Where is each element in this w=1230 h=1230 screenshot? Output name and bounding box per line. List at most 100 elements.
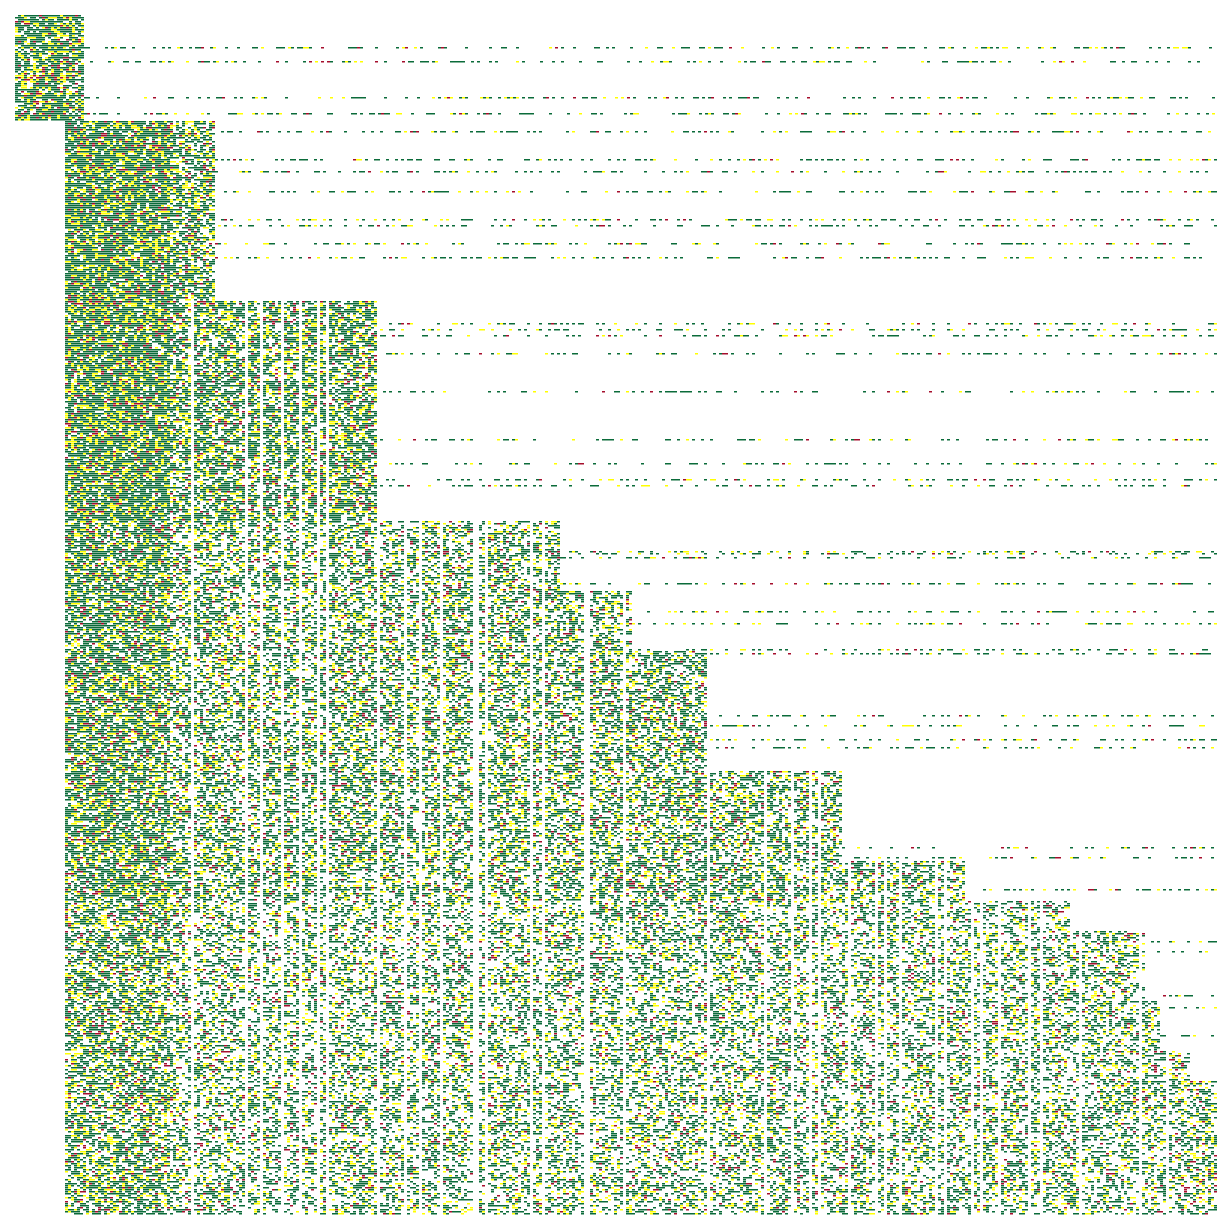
matrix-row xyxy=(113,933,1139,935)
matrix-row xyxy=(110,269,113,271)
matrix-row xyxy=(83,453,353,455)
matrix-row xyxy=(68,179,215,181)
matrix-row xyxy=(18,109,84,111)
matrix-row xyxy=(71,485,1184,487)
matrix-row xyxy=(65,359,371,361)
matrix-row xyxy=(48,89,69,91)
matrix-row xyxy=(71,139,143,141)
matrix-row xyxy=(68,557,1211,559)
matrix-row xyxy=(80,683,704,685)
matrix-row xyxy=(74,657,584,659)
matrix-row xyxy=(68,585,542,587)
matrix-row xyxy=(65,327,374,329)
matrix-row xyxy=(80,729,680,731)
matrix-row xyxy=(74,349,344,351)
matrix-row xyxy=(89,455,371,457)
matrix-row xyxy=(65,351,365,353)
matrix-row xyxy=(71,805,836,807)
matrix-row xyxy=(89,755,701,757)
matrix-row xyxy=(65,281,200,283)
matrix-row xyxy=(68,413,377,415)
matrix-row xyxy=(68,1083,1208,1085)
matrix-row xyxy=(161,913,1052,915)
matrix-row xyxy=(21,45,84,47)
matrix-row xyxy=(80,761,614,763)
matrix-row xyxy=(65,1145,1217,1147)
matrix-row xyxy=(74,555,560,557)
matrix-row xyxy=(65,839,833,841)
matrix-row xyxy=(83,479,1208,481)
matrix-row xyxy=(68,177,215,179)
matrix-row xyxy=(65,177,212,179)
matrix-row xyxy=(65,239,209,241)
matrix-row xyxy=(92,319,296,321)
matrix-row xyxy=(80,961,1118,963)
matrix-row xyxy=(65,1049,1157,1051)
matrix-row xyxy=(68,417,374,419)
matrix-row xyxy=(65,765,707,767)
matrix-row xyxy=(65,859,839,861)
matrix-row xyxy=(71,589,557,591)
matrix-row xyxy=(68,729,701,731)
matrix-row xyxy=(125,1043,1151,1045)
matrix-row xyxy=(71,265,194,267)
matrix-row xyxy=(68,1089,1211,1091)
matrix-row xyxy=(68,959,1127,961)
matrix-row xyxy=(71,399,374,401)
matrix-row xyxy=(68,463,1217,465)
matrix-row xyxy=(83,517,287,519)
matrix-row xyxy=(71,871,845,873)
matrix-row xyxy=(65,375,350,377)
matrix-row xyxy=(98,793,764,795)
matrix-row xyxy=(77,373,377,375)
matrix-row xyxy=(74,687,701,689)
matrix-row xyxy=(24,59,81,61)
matrix-row xyxy=(65,251,215,253)
matrix-row xyxy=(65,811,842,813)
matrix-row xyxy=(95,527,548,529)
matrix-row xyxy=(65,319,374,321)
matrix-row xyxy=(68,547,554,549)
matrix-row xyxy=(74,407,374,409)
matrix-row xyxy=(77,353,1181,355)
matrix-row xyxy=(77,747,1214,749)
matrix-row xyxy=(15,93,84,95)
matrix-row xyxy=(68,803,842,805)
matrix-row xyxy=(74,245,212,247)
matrix-row xyxy=(65,679,692,681)
matrix-row xyxy=(65,615,623,617)
matrix-row xyxy=(83,723,707,725)
matrix-row xyxy=(65,551,1214,553)
matrix-row xyxy=(65,339,374,341)
matrix-row xyxy=(68,563,560,565)
matrix-row xyxy=(65,1185,1166,1187)
matrix-row xyxy=(80,897,956,899)
matrix-row xyxy=(68,409,371,411)
matrix-row xyxy=(116,469,365,471)
matrix-row xyxy=(140,275,143,277)
matrix-row xyxy=(68,375,371,377)
matrix-row xyxy=(68,1179,1217,1181)
matrix-row xyxy=(98,393,377,395)
matrix-row xyxy=(65,439,1208,441)
matrix-row xyxy=(68,419,371,421)
matrix-row xyxy=(71,269,182,271)
matrix-row xyxy=(65,385,374,387)
matrix-row xyxy=(65,569,512,571)
matrix-row xyxy=(65,207,209,209)
matrix-row xyxy=(119,551,1109,553)
matrix-row xyxy=(98,739,1196,741)
matrix-row xyxy=(65,525,560,527)
matrix-row xyxy=(68,397,359,399)
matrix-row xyxy=(167,125,170,127)
matrix-row xyxy=(71,673,683,675)
matrix-row xyxy=(71,1037,1151,1039)
matrix-row xyxy=(125,223,128,225)
matrix-row xyxy=(71,385,377,387)
matrix-row xyxy=(74,1007,1217,1009)
matrix-row xyxy=(68,677,686,679)
matrix-row xyxy=(68,181,215,183)
matrix-row xyxy=(137,1061,1067,1063)
matrix-row xyxy=(80,433,365,435)
matrix-row xyxy=(68,797,836,799)
